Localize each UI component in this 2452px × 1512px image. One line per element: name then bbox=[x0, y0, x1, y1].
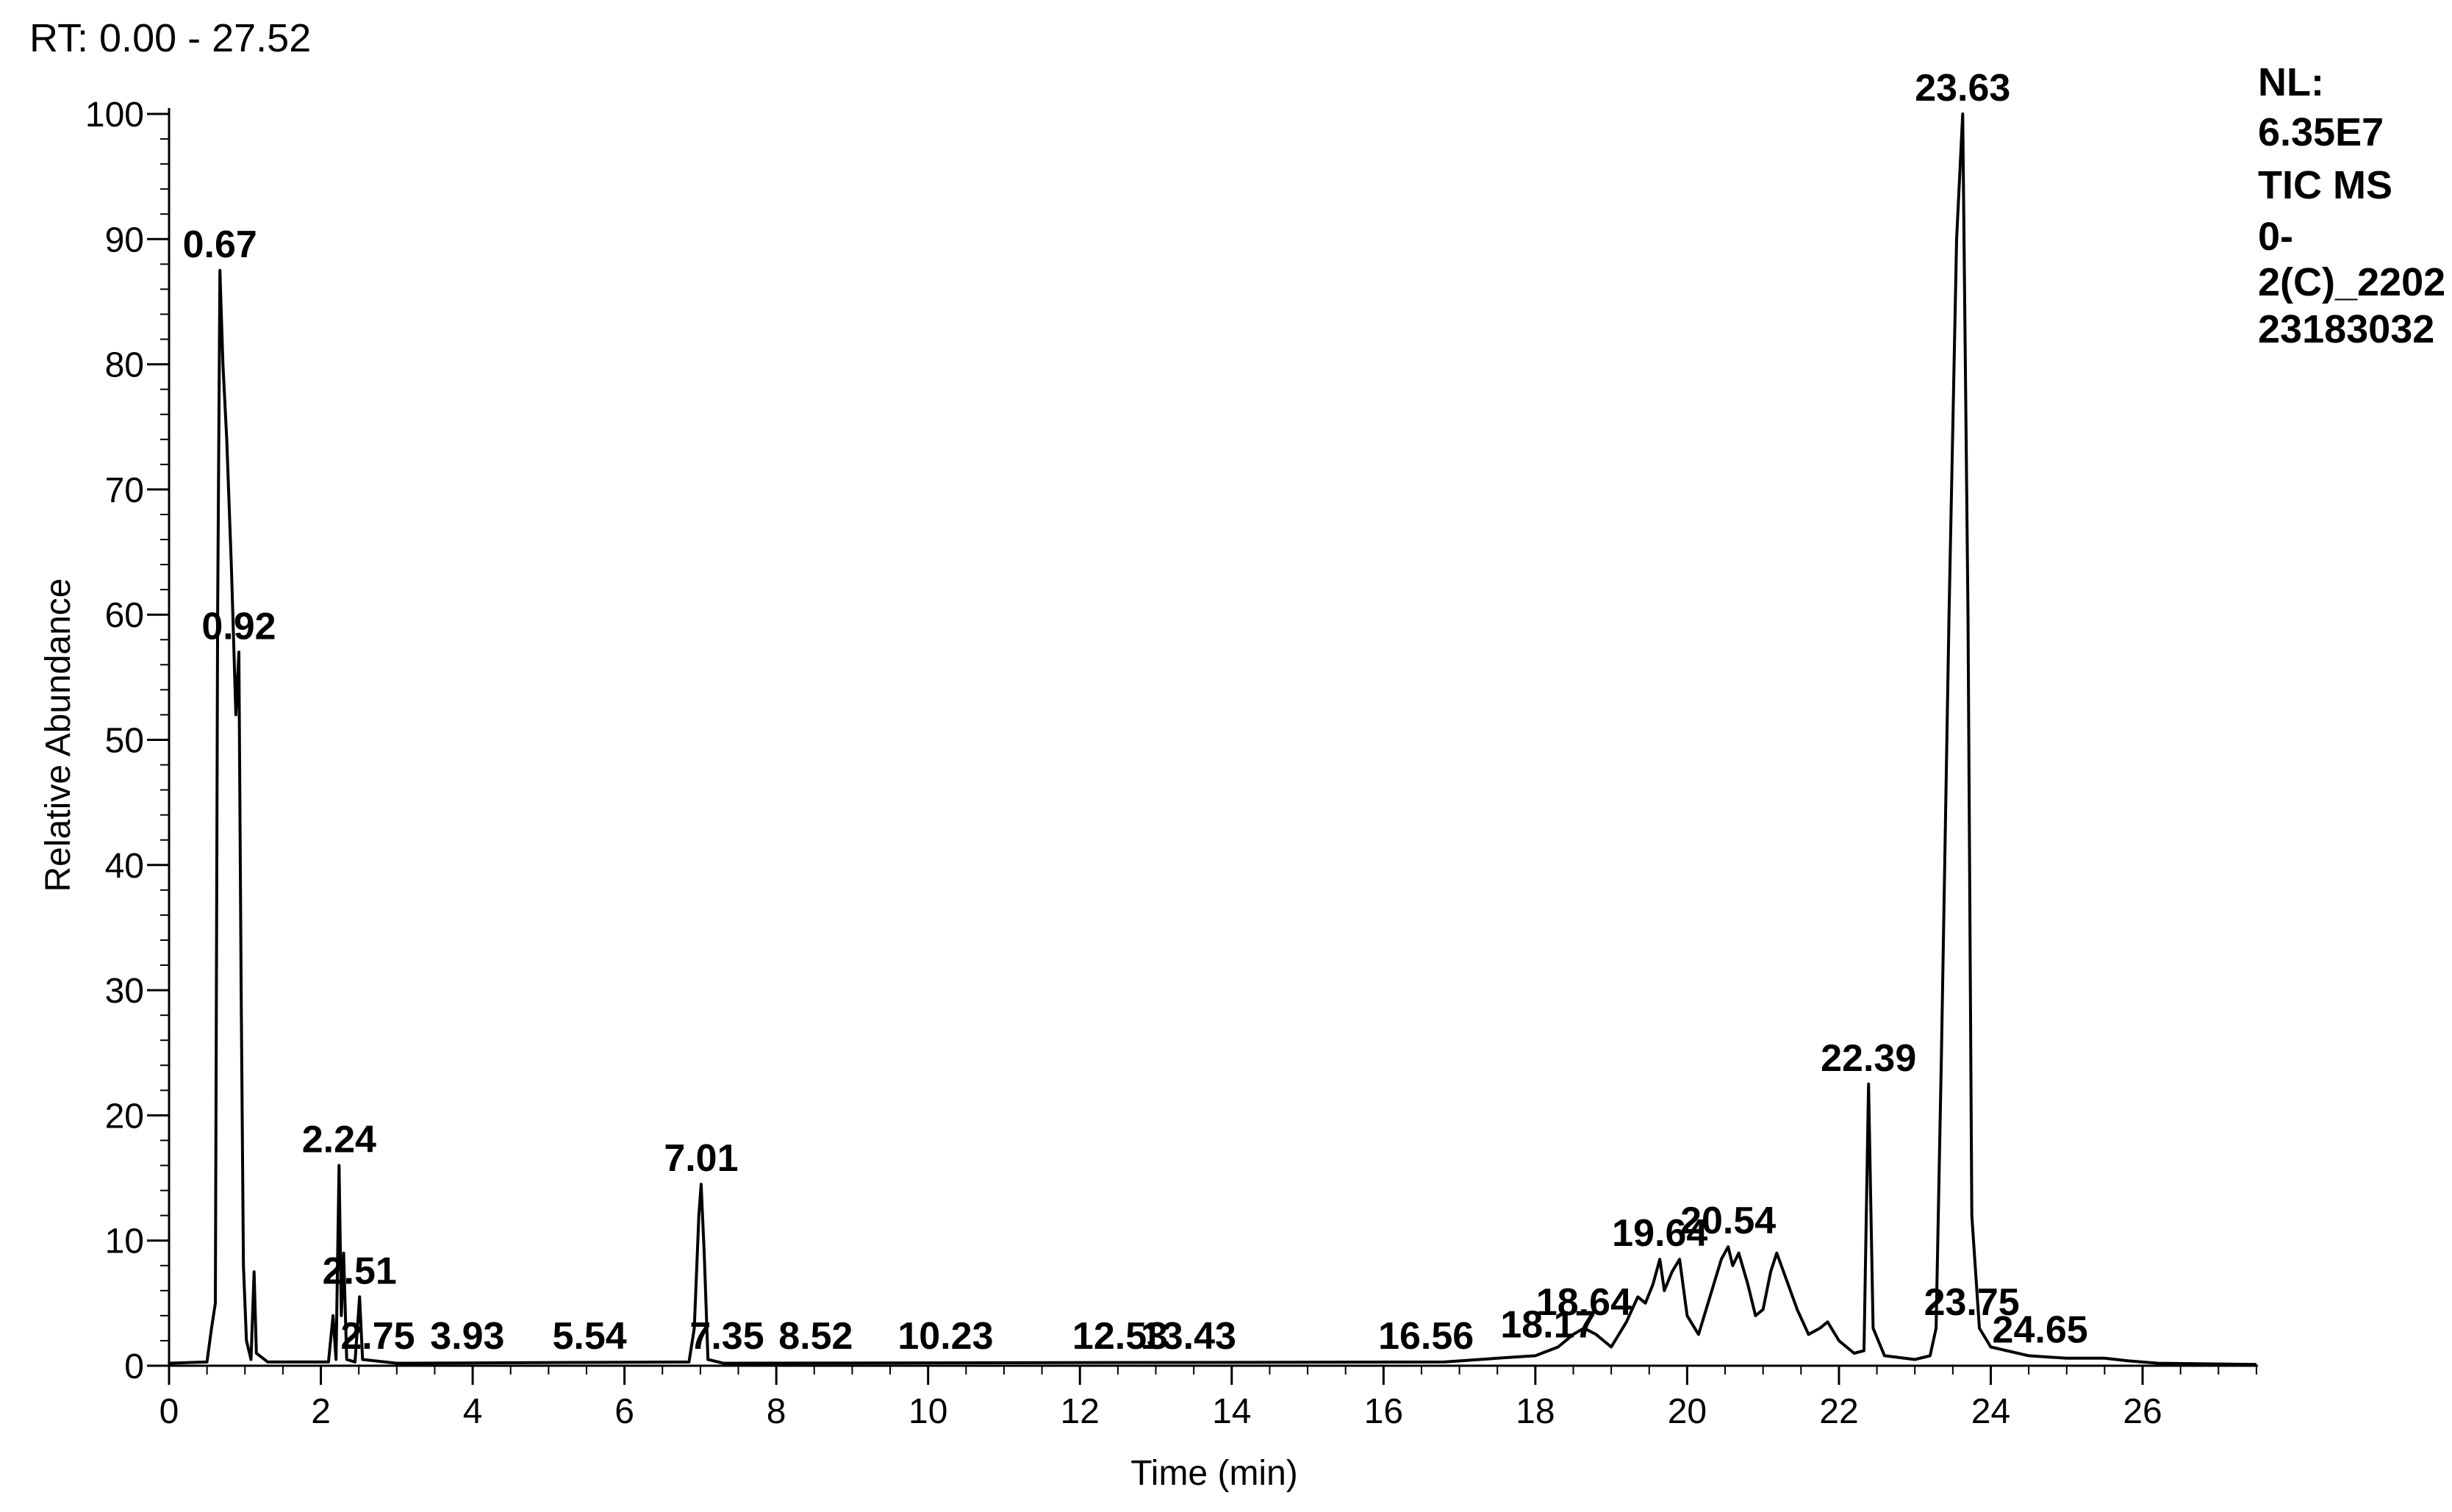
peak-label: 22.39 bbox=[1821, 1037, 1916, 1080]
peak-label: 0.67 bbox=[183, 223, 257, 266]
y-tick-label: 100 bbox=[85, 96, 144, 135]
y-tick-label: 0 bbox=[124, 1347, 144, 1386]
y-tick-label: 40 bbox=[105, 847, 144, 886]
x-ticks: 0 2 4 6 8 10 12 14 16 18 20 22 24 26 bbox=[159, 1366, 2257, 1431]
peak-label: 0.92 bbox=[201, 605, 276, 648]
x-tick-label: 2 bbox=[311, 1392, 331, 1431]
y-tick-label: 10 bbox=[105, 1222, 144, 1261]
x-tick-label: 16 bbox=[1364, 1392, 1403, 1431]
peak-label: 5.54 bbox=[553, 1315, 627, 1358]
peak-label: 2.24 bbox=[302, 1119, 376, 1161]
peak-label: 23.75 bbox=[1924, 1281, 2020, 1324]
x-tick-label: 8 bbox=[767, 1392, 786, 1431]
info-line-value: 6.35E7 bbox=[2258, 110, 2384, 154]
peak-label: 7.01 bbox=[664, 1137, 738, 1180]
x-tick-label: 18 bbox=[1516, 1392, 1555, 1431]
x-tick-label: 12 bbox=[1061, 1392, 1100, 1431]
y-tick-label: 70 bbox=[105, 471, 144, 510]
x-tick-label: 10 bbox=[908, 1392, 947, 1431]
x-tick-label: 4 bbox=[463, 1392, 483, 1431]
peak-label: 12.53 bbox=[1072, 1315, 1168, 1358]
info-line-range: 0- bbox=[2258, 215, 2293, 259]
peak-label: 16.56 bbox=[1378, 1315, 1474, 1358]
peak-label: 20.54 bbox=[1680, 1200, 1776, 1242]
x-tick-label: 6 bbox=[614, 1392, 634, 1431]
peak-label: 7.35 bbox=[689, 1315, 764, 1358]
peak-labels: 0.67 0.92 2.24 2.51 2.75 3.93 5.54 7.01 7.35 8.52… bbox=[183, 67, 2088, 1358]
peak-label: 8.52 bbox=[778, 1315, 853, 1358]
series-group bbox=[168, 112, 2256, 1366]
peak-label: 18.64 bbox=[1536, 1281, 1632, 1324]
peak-label: 24.65 bbox=[1993, 1308, 2088, 1351]
x-tick-label: 20 bbox=[1668, 1392, 1707, 1431]
axes-group bbox=[168, 108, 2258, 1367]
peak-label: 18.17 bbox=[1500, 1304, 1596, 1347]
x-axis-title: Time (min) bbox=[1130, 1454, 1298, 1493]
x-tick-label: 0 bbox=[159, 1392, 179, 1431]
info-line-file-a: 2(C)_2202 bbox=[2258, 260, 2445, 304]
y-axis-title: Relative Abundance bbox=[39, 578, 78, 892]
x-tick-label: 24 bbox=[1971, 1392, 2010, 1431]
y-tick-label: 50 bbox=[105, 722, 144, 761]
info-line-file-b: 23183032 bbox=[2258, 307, 2434, 351]
tic-trace bbox=[168, 112, 2256, 1366]
peak-label: 19.64 bbox=[1612, 1212, 1707, 1255]
peak-label: 3.93 bbox=[430, 1315, 504, 1358]
y-tick-label: 20 bbox=[105, 1097, 144, 1136]
peak-label: 23.63 bbox=[1915, 67, 2010, 110]
x-tick-label: 22 bbox=[1819, 1392, 1858, 1431]
y-tick-label: 30 bbox=[105, 972, 144, 1011]
y-tick-label: 80 bbox=[105, 346, 144, 385]
rt-range-label: RT: 0.00 - 27.52 bbox=[29, 16, 311, 60]
info-line-scan: TIC MS bbox=[2258, 163, 2392, 207]
peak-label: 2.75 bbox=[340, 1315, 415, 1358]
y-ticks: 0 10 20 30 40 50 60 70 80 90 100 bbox=[85, 96, 169, 1386]
peak-label: 13.43 bbox=[1141, 1315, 1236, 1358]
peak-label: 10.23 bbox=[897, 1315, 993, 1358]
y-tick-label: 60 bbox=[105, 596, 144, 635]
info-block: NL: 6.35E7 TIC MS 0- 2(C)_2202 23183032 bbox=[2258, 60, 2445, 351]
info-line-nl: NL: bbox=[2258, 60, 2324, 104]
x-tick-label: 26 bbox=[2123, 1392, 2162, 1431]
y-tick-label: 90 bbox=[105, 221, 144, 259]
x-tick-label: 14 bbox=[1212, 1392, 1251, 1431]
peak-label: 2.51 bbox=[323, 1250, 397, 1292]
